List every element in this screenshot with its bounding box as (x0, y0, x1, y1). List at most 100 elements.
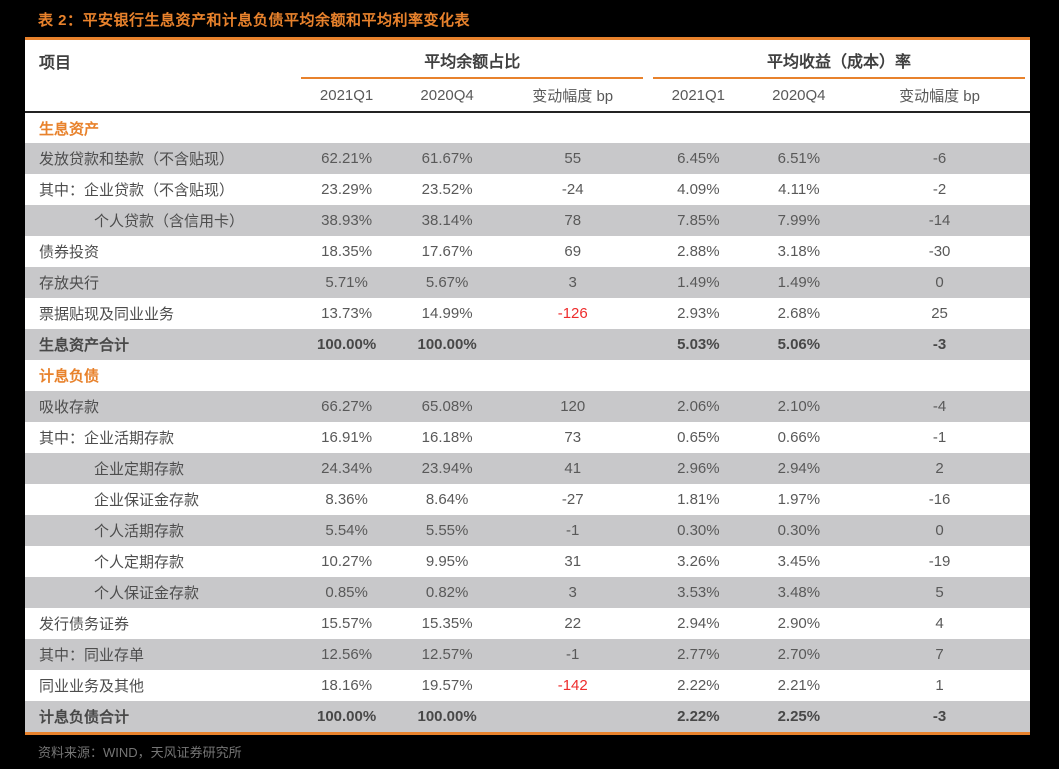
cell-value: 6.51% (748, 143, 850, 174)
cell-value: 3.48% (748, 577, 850, 608)
cell-value: 2.10% (748, 391, 850, 422)
cell-value: 41 (497, 453, 649, 484)
cell-value: 7.99% (748, 205, 850, 236)
cell-value: -30 (928, 243, 951, 260)
cell-value: 73 (564, 429, 582, 446)
cell-value: 23.94% (396, 453, 498, 484)
row-label: 吸收存款 (25, 391, 297, 422)
cell-value: 2.96% (648, 453, 749, 484)
cell-value (497, 701, 649, 732)
cell-value: 25 (931, 305, 948, 322)
cell-value: 7 (849, 639, 1030, 670)
cell-value: -1 (497, 639, 649, 670)
cell-value: 100.00% (396, 701, 498, 732)
table-body: 生息资产 发放贷款和垫款（不含贴现） 62.21% 61.67% 55 6.45% 6.51… (25, 112, 1030, 732)
cell-value: -3 (849, 701, 1030, 732)
cell-value: 31 (564, 553, 582, 570)
cell-value: 1.81% (677, 491, 720, 508)
cell-value: 22 (564, 615, 582, 632)
table-row: 存放央行 5.71% 5.67% 3 1.49% 1.49% 0 (25, 267, 1030, 298)
row-label: 企业保证金存款 (94, 492, 200, 509)
row-label: 企业定期存款 (25, 453, 297, 484)
group-header-balance-share: 平均余额占比 (296, 40, 648, 79)
cell-value: 0.30% (748, 515, 850, 546)
cell-value: 3.18% (777, 243, 821, 260)
row-label: 生息资产合计 (25, 329, 297, 360)
cell-value: 4.11% (778, 181, 820, 198)
row-label: 发行债务证券 (39, 616, 130, 633)
table-row: 企业保证金存款 8.36% 8.64% -27 1.81% 1.97% -16 (25, 484, 1030, 515)
cell-value: -1 (497, 515, 649, 546)
table-row: 其中：同业存单 12.56% 12.57% -1 2.77% 2.70% 7 (25, 639, 1030, 670)
cell-value: 0.30% (648, 515, 749, 546)
row-label: 发放贷款和垫款（不含贴现） (25, 143, 297, 174)
table-row: 债券投资 18.35% 17.67% 69 2.88% 3.18% -30 (25, 236, 1030, 267)
row-label: 个人活期存款 (25, 515, 297, 546)
cell-value: 2.22% (648, 701, 749, 732)
cell-value: 24.34% (296, 453, 397, 484)
row-label: 其中：企业活期存款 (39, 430, 175, 447)
table-row: 票据贴现及同业业务 13.73% 14.99% -126 2.93% 2.68% 25 (25, 298, 1030, 329)
cell-value: 66.27% (296, 391, 397, 422)
row-label: 存放央行 (25, 267, 297, 298)
cell-value: 1.49% (748, 267, 850, 298)
data-table: 项目 平均余额占比 平均收益（成本）率 2021Q1 2020Q4 变动幅度 b… (25, 40, 1030, 732)
cell-value (497, 329, 649, 360)
table-row: 吸收存款 66.27% 65.08% 120 2.06% 2.10% -4 (25, 391, 1030, 422)
cell-value: 2.25% (748, 701, 850, 732)
cell-value: 3.26% (677, 553, 720, 570)
cell-value: 2.88% (677, 243, 720, 260)
cell-value: 1 (935, 677, 944, 694)
cell-value: 18.16% (321, 677, 373, 694)
cell-value: 1.97% (777, 491, 821, 508)
cell-value: 3.53% (648, 577, 749, 608)
cell-value: 5.06% (748, 329, 850, 360)
row-label: 同业业务及其他 (39, 678, 145, 695)
cell-value: -142 (557, 677, 588, 694)
cell-value: 8.64% (425, 491, 469, 508)
table-row: 同业业务及其他 18.16% 19.57% -142 2.22% 2.21% 1 (25, 670, 1030, 701)
cell-value: 2.22% (677, 677, 720, 694)
cell-value: 2.94% (677, 615, 720, 632)
cell-value: 2 (849, 453, 1030, 484)
cell-value: 4.09% (677, 181, 720, 198)
cell-value: 17.67% (421, 243, 473, 260)
cell-value: 2.70% (748, 639, 850, 670)
table-header: 项目 平均余额占比 平均收益（成本）率 2021Q1 2020Q4 变动幅度 b… (25, 40, 1030, 113)
cell-value: 78 (497, 205, 649, 236)
cell-value: 120 (497, 391, 649, 422)
row-label: 个人保证金存款 (25, 577, 297, 608)
cell-value: 0 (849, 267, 1030, 298)
row-label: 个人贷款（含信用卡） (25, 205, 297, 236)
table-row: 其中：企业贷款（不含贴现） 23.29% 23.52% -24 4.09% 4.11% -2 (25, 174, 1030, 205)
cell-value: -27 (561, 491, 584, 508)
group-header-yield-rate: 平均收益（成本）率 (648, 40, 1030, 79)
cell-value: 6.45% (648, 143, 749, 174)
row-label: 其中：企业贷款（不含贴现） (39, 182, 235, 199)
cell-value: 12.57% (396, 639, 498, 670)
cell-value: 61.67% (396, 143, 498, 174)
source-note: 资料来源：WIND，天风证券研究所 (38, 745, 242, 760)
section-label: 计息负债 (25, 360, 1030, 391)
cell-value: 100.00% (296, 329, 397, 360)
row-label: 个人定期存款 (94, 554, 185, 571)
cell-value: 16.18% (421, 429, 473, 446)
row-label: 计息负债合计 (25, 701, 297, 732)
table-row: 个人贷款（含信用卡） 38.93% 38.14% 78 7.85% 7.99% -14 (25, 205, 1030, 236)
cell-value: 0.82% (396, 577, 498, 608)
cell-value: 13.73% (321, 305, 373, 322)
cell-value: 12.56% (296, 639, 397, 670)
cell-value: 65.08% (396, 391, 498, 422)
table-row: 个人活期存款 5.54% 5.55% -1 0.30% 0.30% 0 (25, 515, 1030, 546)
column-header-2021q1-yield: 2021Q1 (648, 79, 749, 113)
row-label: 票据贴现及同业业务 (39, 306, 175, 323)
group-header-yield-rate-label: 平均收益（成本）率 (653, 40, 1025, 79)
cell-value: 9.95% (425, 553, 469, 570)
data-table-container: 项目 平均余额占比 平均收益（成本）率 2021Q1 2020Q4 变动幅度 b… (25, 37, 1030, 735)
group-header-balance-share-label: 平均余额占比 (301, 40, 644, 79)
group-header-row: 项目 平均余额占比 平均收益（成本）率 (25, 40, 1030, 113)
column-header-item: 项目 (25, 40, 297, 113)
cell-value: 5.54% (296, 515, 397, 546)
cell-value: -6 (849, 143, 1030, 174)
cell-value: 38.93% (296, 205, 397, 236)
